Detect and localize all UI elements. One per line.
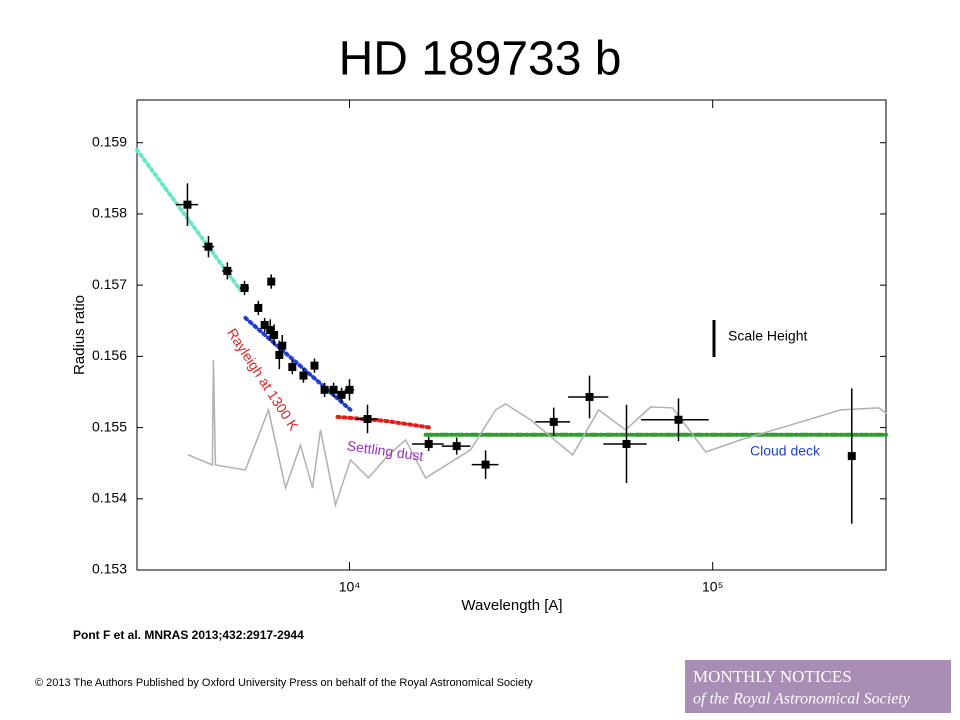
data-point bbox=[299, 371, 308, 380]
data-point bbox=[310, 361, 319, 370]
data-point bbox=[266, 326, 275, 335]
data-point bbox=[223, 266, 232, 275]
citation: Pont F et al. MNRAS 2013;432:2917-2944 bbox=[73, 628, 304, 642]
data-point bbox=[254, 303, 263, 312]
model-line bbox=[335, 414, 433, 430]
data-point bbox=[240, 284, 249, 292]
plot-frame bbox=[136, 99, 887, 571]
y-tick-label: 0.155 bbox=[92, 418, 127, 434]
data-point bbox=[267, 277, 276, 286]
data-point bbox=[549, 417, 558, 426]
chart-title: HD 189733 b bbox=[339, 33, 622, 86]
y-tick-label: 0.154 bbox=[92, 489, 127, 505]
y-tick-label: 0.156 bbox=[92, 347, 127, 363]
data-point bbox=[204, 242, 213, 251]
data-point bbox=[260, 321, 269, 330]
y-tick-label: 0.153 bbox=[92, 561, 127, 577]
x-tick-label: 10⁴ bbox=[339, 579, 361, 595]
data-point bbox=[320, 385, 329, 394]
model-line bbox=[187, 359, 887, 508]
annotation: Scale Height bbox=[728, 328, 807, 344]
data-point bbox=[622, 439, 631, 448]
data-point bbox=[481, 460, 490, 469]
annotation: Cloud deck bbox=[750, 443, 821, 459]
logo-line: of the Royal Astronomical Society bbox=[693, 691, 911, 708]
annotation: Settling dust bbox=[346, 437, 425, 464]
model-line bbox=[135, 147, 243, 293]
journal-logo bbox=[685, 660, 951, 713]
data-point bbox=[337, 390, 346, 399]
data-point bbox=[424, 439, 433, 448]
data-point bbox=[329, 385, 338, 394]
data-point bbox=[585, 392, 594, 401]
x-axis-label: Wavelength [A] bbox=[461, 597, 562, 614]
logo-line: MONTHLY NOTICES bbox=[693, 667, 852, 686]
annotation: Rayleigh at 1300 K bbox=[224, 325, 302, 433]
data-point bbox=[452, 442, 461, 451]
y-tick-label: 0.157 bbox=[92, 276, 127, 292]
copyright: © 2013 The Authors Published by Oxford U… bbox=[35, 677, 533, 689]
data-point bbox=[275, 350, 284, 359]
data-point bbox=[183, 200, 192, 209]
data-point bbox=[288, 363, 297, 372]
data-point bbox=[674, 415, 683, 424]
y-tick-label: 0.158 bbox=[92, 205, 127, 221]
data-point bbox=[270, 331, 279, 339]
data-point bbox=[345, 385, 354, 394]
x-tick-label: 10⁵ bbox=[702, 579, 723, 595]
data-point bbox=[847, 452, 856, 461]
data-point bbox=[278, 341, 287, 350]
y-axis-label: Radius ratio bbox=[71, 295, 88, 375]
data-point bbox=[363, 415, 372, 424]
y-tick-label: 0.159 bbox=[92, 133, 127, 149]
